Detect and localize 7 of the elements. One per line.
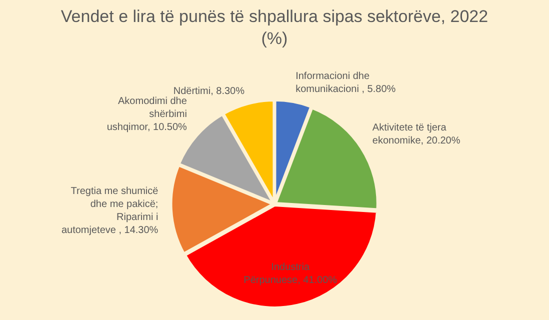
slice-label: Industria Përpunuese, 41.00% bbox=[244, 262, 338, 286]
slice-label: Ndërtimi, 8.30% bbox=[173, 86, 245, 98]
slice-label: Informacioni dhe komunikacioni , 5.80% bbox=[296, 71, 396, 96]
slice-label: Akomodimi dhe shërbimi ushqimor, 10.50% bbox=[106, 96, 188, 133]
slice-label: Aktivitete të tjera ekonomike, 20.20% bbox=[372, 122, 460, 147]
chart-title: Vendet e lira të punës të shpallura sipas sektorëve, 2022 (%) bbox=[60, 6, 490, 50]
slice-label: Tregtia me shumicë dhe me pakicë; Riparimi i automjeteve , 14.30% bbox=[61, 186, 159, 236]
